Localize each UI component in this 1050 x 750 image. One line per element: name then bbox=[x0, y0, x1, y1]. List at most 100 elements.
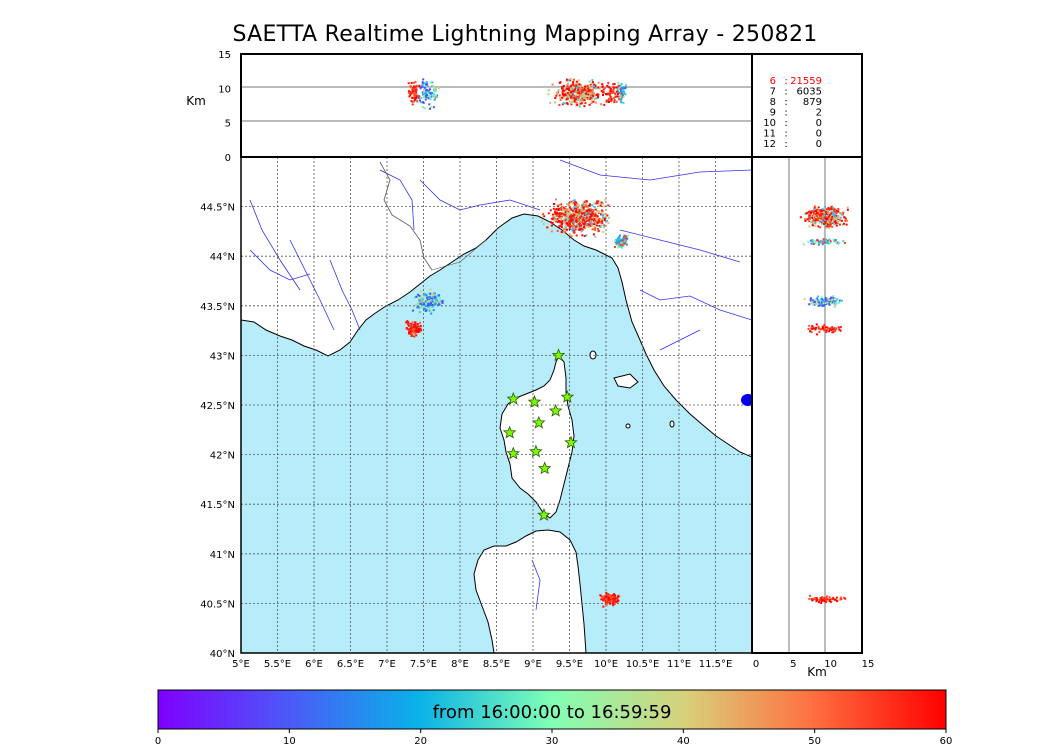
lightning-source-dot bbox=[586, 215, 589, 217]
lightning-source-dot bbox=[576, 220, 579, 223]
altitude-source-dot bbox=[409, 93, 412, 96]
side-source-dot bbox=[818, 218, 821, 221]
lightning-source-dot bbox=[555, 198, 557, 201]
lightning-source-dot bbox=[561, 222, 564, 225]
lightning-source-dot bbox=[597, 205, 600, 208]
lightning-source-dot bbox=[596, 221, 599, 224]
lightning-source-dot bbox=[573, 217, 576, 220]
lightning-source-dot bbox=[580, 211, 583, 213]
lightning-source-dot bbox=[575, 219, 578, 222]
side-source-dot bbox=[811, 223, 814, 226]
lightning-source-dot bbox=[608, 216, 610, 219]
altitude-source-dot bbox=[566, 91, 569, 94]
lightning-source-dot bbox=[441, 301, 444, 304]
colorbar-tick-label: 20 bbox=[414, 736, 427, 747]
side-source-dot bbox=[813, 206, 816, 209]
altitude-source-dot bbox=[562, 102, 565, 105]
altitude-source-dot bbox=[575, 90, 578, 93]
lma-station-star bbox=[502, 425, 517, 439]
altitude-source-dot bbox=[593, 86, 596, 89]
lightning-source-dot bbox=[588, 223, 591, 226]
side-source-dot bbox=[827, 218, 829, 221]
map-gridlines bbox=[241, 157, 752, 653]
altitude-source-dot bbox=[559, 97, 562, 100]
count-station-number: 12 bbox=[763, 139, 776, 150]
lightning-source-dot bbox=[422, 294, 425, 297]
lightning-source-dot bbox=[432, 298, 435, 301]
lightning-source-dot bbox=[600, 213, 602, 216]
side-source-dot bbox=[829, 297, 832, 300]
altitude-source-dot bbox=[567, 89, 570, 91]
side-source-dot bbox=[835, 224, 838, 227]
lightning-source-dot bbox=[567, 204, 570, 207]
altitude-source-dot bbox=[423, 96, 425, 99]
altitude-source-dot bbox=[570, 100, 573, 103]
side-source-dot bbox=[816, 333, 819, 336]
lightning-source-dot bbox=[568, 216, 571, 219]
side-source-dot bbox=[828, 600, 831, 603]
lightning-source-dot bbox=[415, 295, 418, 298]
altitude-source-dot bbox=[615, 86, 618, 89]
side-source-dot bbox=[826, 299, 829, 302]
altitude-source-dot bbox=[594, 84, 597, 87]
side-source-dot bbox=[839, 216, 842, 219]
lightning-source-dot bbox=[600, 224, 603, 227]
side-source-dot bbox=[814, 240, 817, 242]
lightning-source-dot bbox=[591, 224, 594, 227]
side-source-dot bbox=[838, 328, 841, 331]
side-source-dot bbox=[803, 297, 806, 300]
side-source-dot bbox=[832, 299, 835, 302]
side-source-dot bbox=[811, 214, 814, 217]
altitude-source-dot bbox=[619, 89, 622, 92]
lightning-source-dot bbox=[595, 224, 598, 227]
count-separator: : bbox=[784, 139, 787, 150]
altitude-tick-label: 10 bbox=[218, 84, 231, 95]
lightning-source-dot bbox=[620, 239, 623, 242]
lightning-source-dot bbox=[418, 306, 421, 309]
lightning-source-dot bbox=[622, 240, 625, 243]
side-source-dot bbox=[842, 211, 845, 214]
altitude-source-dot bbox=[419, 95, 422, 98]
altitude-source-dot bbox=[558, 104, 561, 106]
side-source-dot bbox=[812, 243, 815, 245]
altitude-tick-label: 15 bbox=[218, 50, 231, 61]
altitude-source-dot bbox=[579, 88, 581, 91]
altitude-source-dot bbox=[618, 98, 621, 101]
lightning-source-dot bbox=[583, 235, 586, 237]
altitude-source-dot bbox=[572, 81, 575, 84]
altitude-source-dot bbox=[579, 92, 582, 95]
altitude-source-dot bbox=[622, 86, 625, 89]
altitude-source-dot bbox=[562, 84, 565, 87]
lightning-source-dot bbox=[596, 215, 599, 218]
lightning-source-dot bbox=[581, 204, 584, 206]
lightning-source-dot bbox=[423, 305, 426, 308]
altitude-source-dot bbox=[620, 91, 623, 94]
altitude-source-dot bbox=[590, 92, 592, 95]
lightning-source-dot bbox=[588, 220, 591, 223]
lightning-source-dot bbox=[584, 211, 587, 214]
lightning-source-dot bbox=[582, 208, 585, 210]
lightning-source-dot bbox=[592, 209, 595, 212]
lightning-source-dot bbox=[603, 224, 606, 227]
lightning-source-dot bbox=[414, 331, 417, 334]
side-source-dot bbox=[820, 600, 823, 602]
side-source-dot bbox=[815, 323, 818, 326]
lightning-source-dot bbox=[556, 220, 559, 223]
side-source-dot bbox=[835, 596, 838, 599]
side-source-dot bbox=[821, 216, 824, 219]
altitude-source-dot bbox=[416, 99, 419, 102]
count-separator: : bbox=[784, 87, 787, 98]
altitude-source-dot bbox=[612, 86, 615, 89]
side-source-dot bbox=[846, 206, 849, 209]
lightning-source-dot bbox=[612, 594, 615, 597]
lightning-source-dot bbox=[601, 595, 604, 598]
lightning-source-dot bbox=[593, 219, 595, 222]
lightning-source-dot bbox=[433, 293, 436, 296]
side-source-dot bbox=[812, 241, 815, 243]
lightning-source-dot bbox=[602, 599, 605, 602]
lightning-source-dot bbox=[410, 332, 413, 334]
altitude-source-dot bbox=[570, 88, 573, 91]
lightning-source-dot bbox=[570, 224, 573, 227]
side-source-dot bbox=[821, 223, 824, 226]
altitude-source-dot bbox=[411, 103, 414, 106]
